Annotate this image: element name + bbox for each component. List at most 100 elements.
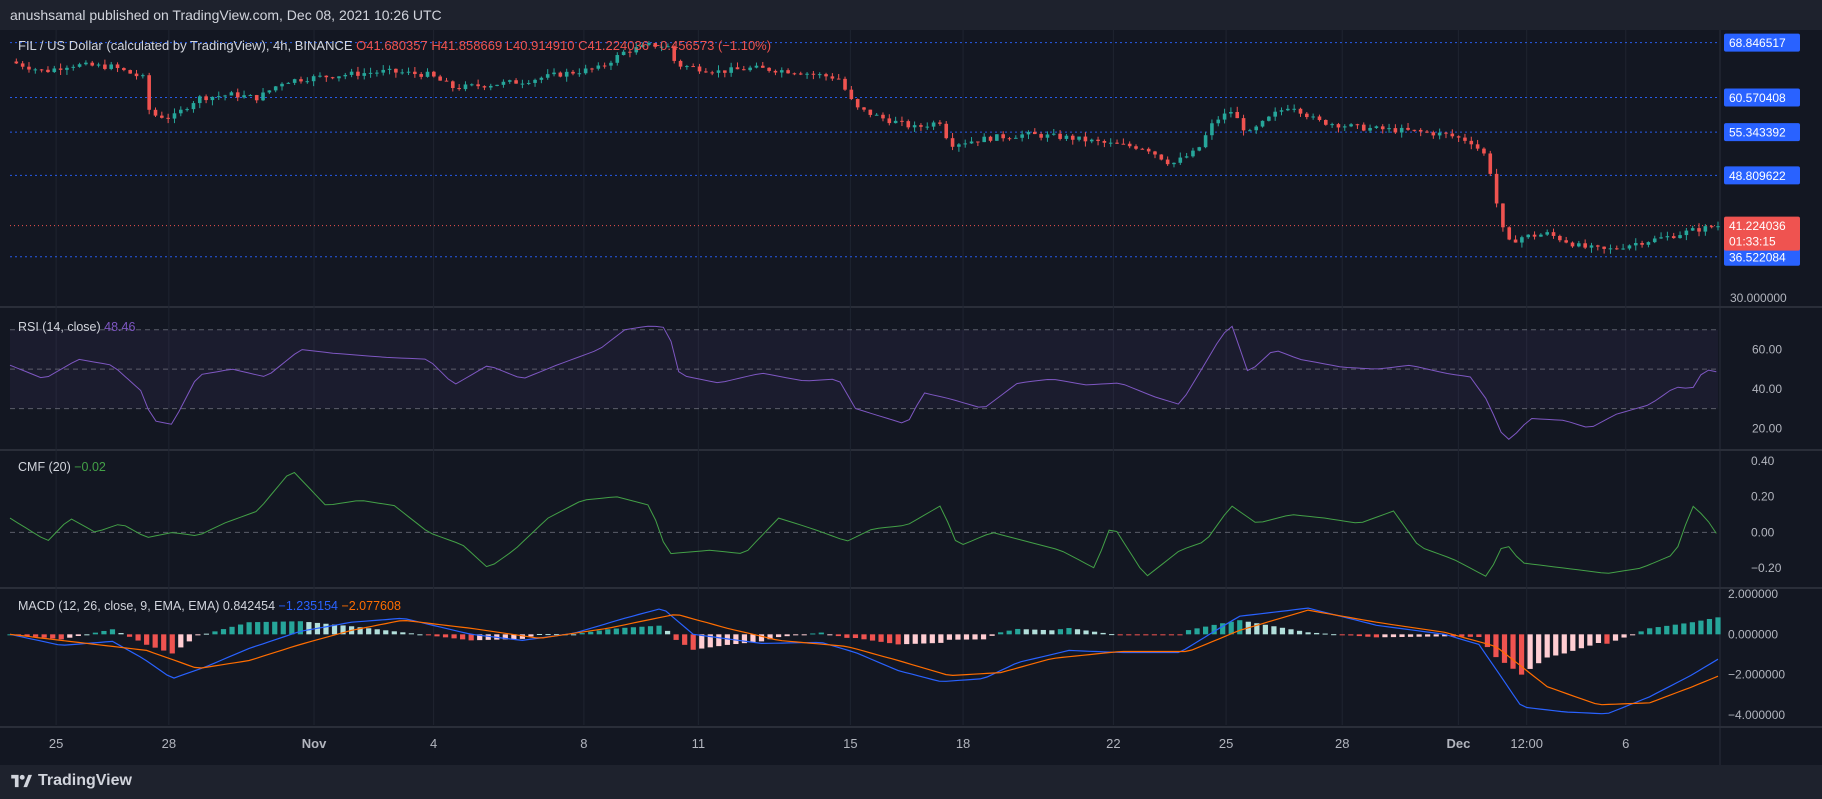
macd-histogram-bar: [1425, 634, 1431, 637]
candle-body: [362, 73, 367, 76]
rsi-pane: [9, 325, 1718, 440]
candle-body: [58, 68, 63, 70]
candle-body: [273, 86, 278, 91]
time-axis-label: 4: [430, 736, 437, 751]
candle-body: [1418, 129, 1423, 132]
macd-histogram-bar: [750, 634, 756, 643]
macd-legend: MACD (12, 26, close, 9, EMA, EMA) 0.8424…: [18, 599, 401, 613]
candle-body: [1716, 226, 1720, 228]
candle-body: [387, 68, 392, 70]
candle-body: [526, 82, 531, 84]
macd-histogram-bar: [1399, 634, 1405, 637]
candle-body: [976, 141, 980, 143]
macd-histogram-bar: [1493, 634, 1499, 658]
candle-body: [874, 114, 879, 116]
candle-body: [1273, 111, 1277, 117]
candle-body: [1153, 151, 1157, 155]
macd-histogram-bar: [1450, 634, 1456, 637]
candle-body: [216, 96, 221, 98]
macd-histogram-bar: [468, 634, 474, 641]
macd-histogram-bar: [126, 634, 133, 637]
cmf-pane: [9, 471, 1718, 577]
macd-histogram-bar: [852, 634, 859, 639]
brand[interactable]: TradingView: [10, 772, 132, 790]
candle-body: [1229, 111, 1233, 114]
macd-histogram-bar: [1134, 634, 1140, 636]
symbol-name: FIL / US Dollar (calculated by TradingVi…: [18, 38, 356, 53]
macd-histogram-bar: [528, 634, 534, 637]
legend-open: O41.680357: [356, 38, 431, 53]
candle-body: [1532, 234, 1537, 237]
time-axis-label: 18: [956, 736, 970, 751]
candle-body: [1558, 235, 1562, 241]
macd-histogram-bar: [1177, 634, 1183, 636]
macd-histogram-bar: [50, 634, 56, 639]
macd-histogram-bar: [776, 634, 782, 638]
macd-histogram-bar: [33, 634, 39, 637]
candle-body: [248, 95, 253, 97]
macd-histogram-bar: [477, 634, 483, 641]
time-axis-label: 28: [162, 736, 176, 751]
macd-histogram-bar: [24, 634, 30, 637]
macd-histogram-bar: [425, 634, 432, 636]
candle-body: [482, 86, 487, 88]
macd-histogram-bar: [152, 634, 158, 648]
candle-body: [1393, 128, 1398, 133]
candle-body: [912, 125, 917, 128]
macd-histogram-bar: [1237, 620, 1243, 635]
macd-histogram-bar: [1203, 626, 1209, 635]
candle-body: [1014, 137, 1018, 139]
candle-body: [343, 74, 348, 77]
time-axis-label: 15: [843, 736, 857, 751]
macd-histogram-bar: [1612, 634, 1619, 641]
last-price-tag: [1724, 216, 1800, 251]
macd-histogram-bar: [1373, 634, 1379, 638]
rsi-tick-label: 60.00: [1752, 342, 1782, 356]
macd-histogram-bar: [1296, 630, 1303, 635]
candle-body: [691, 66, 695, 68]
macd-histogram-bar: [1032, 629, 1038, 635]
candle-body: [507, 80, 512, 82]
macd-histogram-bar: [707, 634, 713, 648]
symbol-legend: FIL / US Dollar (calculated by TradingVi…: [18, 38, 771, 53]
candle-body: [71, 66, 76, 68]
candle-body: [1482, 148, 1486, 154]
macd-histogram-bar: [511, 634, 517, 640]
candle-body: [330, 77, 335, 79]
candle-body: [501, 81, 506, 85]
candle-body: [1513, 239, 1518, 243]
candle-body: [836, 78, 841, 80]
candle-body: [811, 73, 816, 75]
macd-histogram-bar: [41, 634, 47, 638]
chart-area[interactable]: USD68.84651760.57040855.34339248.8096223…: [0, 30, 1822, 765]
candle-body: [1583, 243, 1587, 248]
legend-close: C41.224036: [578, 38, 652, 53]
macd-histogram-bar: [793, 634, 799, 636]
candle-body: [172, 113, 177, 119]
macd-histogram-bar: [1672, 624, 1678, 635]
candle-body: [153, 109, 158, 116]
macd-histogram-bar: [690, 634, 696, 650]
candle-body: [425, 71, 430, 77]
candle-body: [444, 80, 449, 82]
cmf-tick-label: 0.00: [1751, 525, 1775, 539]
candle-body: [995, 134, 999, 141]
candle-body: [147, 75, 151, 110]
candle-body: [1140, 148, 1145, 150]
macd-histogram-bar: [280, 621, 286, 635]
macd-histogram-bar: [1655, 627, 1661, 635]
price-level-tag: [1724, 247, 1800, 266]
macd-histogram-bar: [536, 633, 543, 635]
price-axis: USD68.84651760.57040855.34339248.8096223…: [1724, 33, 1800, 722]
candle-body: [318, 75, 322, 77]
candle-body: [571, 71, 575, 74]
macd-histogram-bar: [1681, 623, 1687, 635]
macd-legend-value: 0.842454: [223, 599, 275, 613]
macd-histogram-bar: [502, 634, 508, 640]
chart-svg[interactable]: USD68.84651760.57040855.34339248.8096223…: [0, 30, 1822, 765]
macd-histogram-bar: [972, 634, 978, 640]
macd-histogram-bar: [58, 634, 64, 640]
candle-body: [1089, 139, 1094, 142]
macd-histogram-bar: [955, 634, 961, 640]
macd-histogram-bar: [1143, 634, 1149, 636]
